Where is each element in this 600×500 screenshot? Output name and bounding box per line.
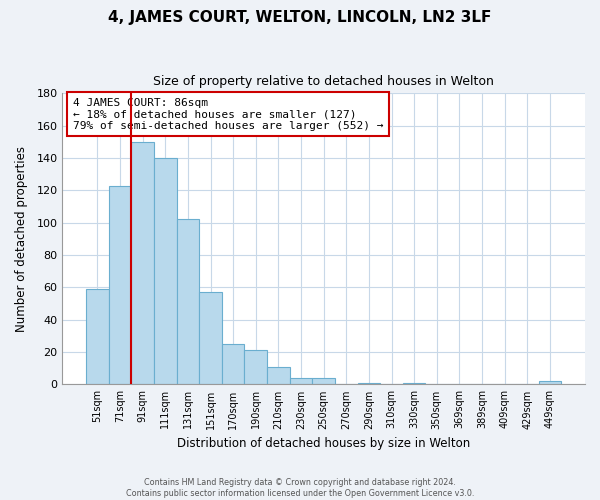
Bar: [244, 350, 267, 384]
Text: 4 JAMES COURT: 86sqm
← 18% of detached houses are smaller (127)
79% of semi-deta: 4 JAMES COURT: 86sqm ← 18% of detached h…: [73, 98, 383, 131]
X-axis label: Distribution of detached houses by size in Welton: Distribution of detached houses by size …: [177, 437, 470, 450]
Bar: [109, 186, 131, 384]
Bar: [222, 344, 244, 385]
Bar: [539, 381, 561, 384]
Bar: [313, 378, 335, 384]
Bar: [358, 383, 380, 384]
Bar: [267, 366, 290, 384]
Bar: [131, 142, 154, 384]
Title: Size of property relative to detached houses in Welton: Size of property relative to detached ho…: [153, 75, 494, 88]
Bar: [154, 158, 176, 384]
Text: 4, JAMES COURT, WELTON, LINCOLN, LN2 3LF: 4, JAMES COURT, WELTON, LINCOLN, LN2 3LF: [109, 10, 491, 25]
Bar: [176, 220, 199, 384]
Bar: [199, 292, 222, 384]
Bar: [86, 289, 109, 384]
Text: Contains HM Land Registry data © Crown copyright and database right 2024.
Contai: Contains HM Land Registry data © Crown c…: [126, 478, 474, 498]
Bar: [403, 383, 425, 384]
Bar: [290, 378, 313, 384]
Y-axis label: Number of detached properties: Number of detached properties: [15, 146, 28, 332]
